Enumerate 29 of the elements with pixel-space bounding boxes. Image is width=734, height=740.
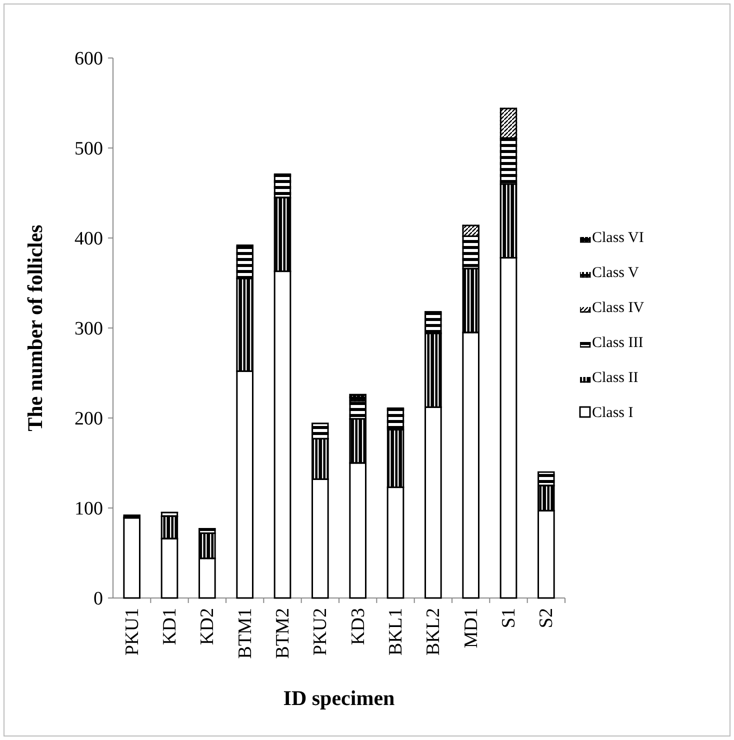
bar [123,517,140,599]
y-tick-label: 0 [94,588,103,610]
x-axis-title: ID specimen [283,686,396,710]
y-tick-label: 200 [74,408,103,430]
legend-label: Class I [592,405,634,421]
y-axis-title: The number of follicles [23,224,47,432]
x-tick-label: S2 [536,608,558,628]
x-tick-label: KD1 [160,608,180,645]
legend-label: Class III [592,335,644,351]
legend-label: Class V [592,265,639,281]
x-tick-label: PKU2 [310,608,332,656]
x-tick-label: KD3 [348,608,369,645]
legend-label: Class II [592,370,638,386]
x-tick-label: BKL2 [423,608,444,656]
x-tick-label: BTM1 [234,608,256,659]
x-tick-label: PKU1 [122,608,143,656]
y-tick-label: 300 [74,318,103,340]
x-tick-label: S1 [498,608,520,628]
x-tick-label: KD2 [197,608,218,645]
y-tick-label: 100 [74,498,103,520]
legend-label: Class VI [592,230,644,246]
x-tick-label: BTM2 [272,608,294,659]
bar [349,394,366,398]
y-tick-label: 600 [74,48,103,70]
x-tick-label: BKL1 [386,608,406,656]
y-tick-label: 400 [74,228,103,250]
legend-label: Class IV [592,300,644,316]
x-tick-label: MD1 [460,608,482,648]
y-tick-label: 500 [74,138,103,160]
